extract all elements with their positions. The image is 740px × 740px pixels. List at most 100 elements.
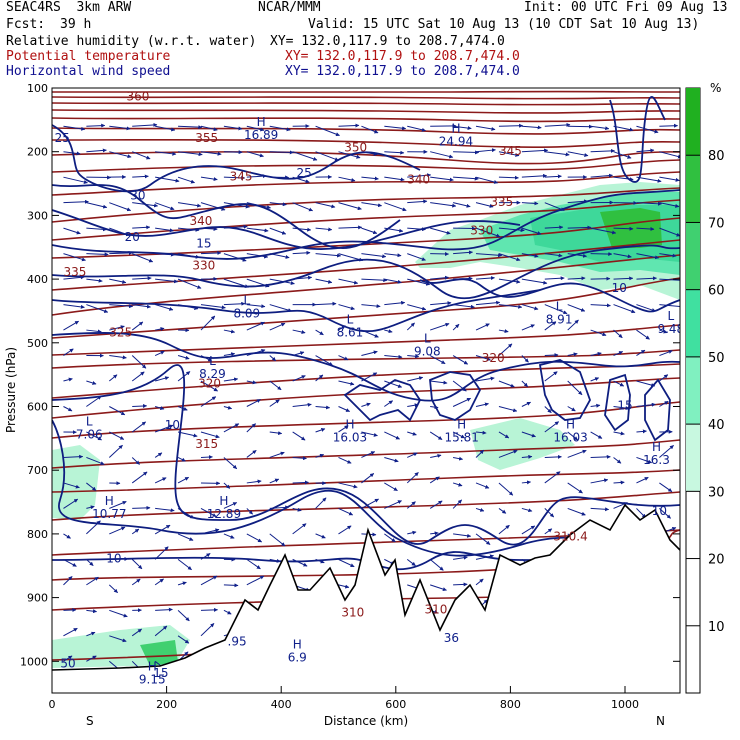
wind-arrow bbox=[86, 631, 96, 637]
colorbar-band bbox=[686, 88, 700, 156]
wind-arrow bbox=[567, 319, 579, 331]
wind-arrow bbox=[200, 380, 218, 392]
theta-label: 335 bbox=[63, 265, 86, 279]
wind-arrow bbox=[521, 201, 539, 206]
wind-arrow bbox=[590, 377, 600, 382]
wind-arrow bbox=[590, 125, 610, 131]
wind-arrow bbox=[613, 406, 630, 411]
wind-arrow bbox=[178, 125, 203, 130]
wind-arrow bbox=[475, 533, 491, 545]
wind-arrow bbox=[475, 227, 501, 238]
valid-time: Valid: 15 UTC Sat 10 Aug 13 (10 CDT Sat … bbox=[308, 17, 700, 32]
wind-arrow bbox=[498, 343, 513, 356]
y-axis-label: Pressure (hPa) bbox=[4, 347, 18, 433]
wind-arrow bbox=[613, 329, 623, 339]
wind-arrow bbox=[498, 449, 518, 458]
wind-arrow bbox=[63, 655, 73, 662]
wind-arrow bbox=[407, 354, 420, 359]
south-label: S bbox=[86, 714, 94, 728]
north-label: N bbox=[656, 714, 665, 728]
wind-arrow bbox=[544, 406, 552, 414]
wind-arrow bbox=[223, 253, 247, 262]
wind-arrow bbox=[475, 578, 484, 586]
wind-arrow bbox=[636, 349, 646, 356]
wind-arrow bbox=[86, 505, 95, 510]
wind-arrow bbox=[636, 276, 657, 281]
wind-arrow bbox=[521, 125, 542, 130]
wind-arrow bbox=[246, 349, 266, 357]
x-tick-label: 1000 bbox=[611, 698, 639, 711]
wind-arrow bbox=[361, 227, 378, 235]
field-wind-label: Horizontal wind speed bbox=[6, 64, 171, 79]
wind-arrow bbox=[177, 609, 190, 622]
extremum-marker: L bbox=[209, 354, 216, 368]
wind-arrow bbox=[155, 507, 175, 513]
wind-arrow bbox=[544, 202, 565, 212]
wind-arrow bbox=[453, 456, 464, 461]
wind-label: .95 bbox=[228, 634, 247, 648]
wind-arrow bbox=[177, 355, 190, 360]
wind-arrow bbox=[246, 533, 263, 543]
wind-arrow bbox=[246, 399, 261, 407]
wind-arrow bbox=[315, 151, 339, 162]
wind-arrow bbox=[613, 125, 634, 132]
wind-arrow bbox=[223, 301, 246, 306]
wind-arrow bbox=[269, 380, 282, 391]
wind-arrow bbox=[292, 176, 310, 184]
wind-arrow bbox=[613, 380, 625, 387]
colorbar: % 10 20 30 40 50 60 70 80 bbox=[685, 81, 725, 694]
wind-arrow bbox=[86, 329, 102, 334]
wind-arrow bbox=[475, 176, 499, 184]
wind-arrow bbox=[407, 530, 417, 535]
wind-arrow bbox=[223, 457, 238, 470]
wind-arrow bbox=[384, 253, 402, 258]
wind-arrow bbox=[200, 575, 218, 586]
wind-arrow bbox=[63, 348, 74, 356]
wind-arrow bbox=[86, 609, 97, 614]
wind-arrow bbox=[590, 227, 617, 235]
wind-arrow bbox=[338, 457, 352, 464]
wind-arrow bbox=[223, 278, 249, 289]
wind-arrow bbox=[475, 507, 485, 512]
wind-arrow bbox=[521, 227, 542, 235]
wind-arrow bbox=[475, 402, 489, 407]
extremum-value: 8.91 bbox=[546, 313, 573, 327]
wind-arrow bbox=[384, 400, 393, 407]
wind-arrow bbox=[200, 528, 220, 535]
wind-label: 25 bbox=[296, 166, 311, 180]
wind-arrow bbox=[315, 355, 334, 366]
wind-arrow bbox=[315, 453, 324, 458]
wind-arrow bbox=[453, 533, 472, 538]
wind-arrow bbox=[223, 175, 246, 180]
wind-arrow bbox=[131, 457, 140, 465]
wind-arrow bbox=[407, 253, 426, 261]
wind-arrow bbox=[269, 278, 295, 286]
wind-arrow bbox=[429, 355, 446, 365]
wind-arrow bbox=[315, 253, 342, 258]
wind-arrow bbox=[430, 584, 447, 592]
wind-arrow bbox=[338, 380, 355, 386]
wind-arrow bbox=[155, 376, 170, 382]
wind-arrow bbox=[246, 449, 257, 458]
wind-arrow bbox=[63, 227, 81, 235]
wind-arrow bbox=[521, 355, 529, 363]
wind-arrow bbox=[315, 533, 326, 539]
wind-arrow bbox=[475, 449, 485, 458]
wind-arrow bbox=[498, 123, 524, 128]
extremum-marker: L bbox=[243, 293, 250, 307]
wind-arrow bbox=[590, 507, 610, 512]
wind-arrow bbox=[521, 525, 536, 535]
wind-arrow bbox=[338, 151, 361, 159]
wind-arrow bbox=[86, 395, 102, 407]
wind-arrow bbox=[223, 583, 239, 588]
wind-arrow bbox=[292, 227, 312, 232]
wind-arrow bbox=[430, 227, 451, 235]
wind-arrow bbox=[521, 480, 532, 485]
theta-label: 310.4 bbox=[553, 529, 587, 543]
extremum-marker: H bbox=[293, 637, 302, 651]
wind-label: 15 bbox=[153, 666, 168, 680]
wind-arrow bbox=[223, 150, 243, 155]
wind-arrow bbox=[544, 304, 568, 315]
wind-arrow bbox=[155, 252, 175, 257]
wind-arrow bbox=[292, 507, 302, 512]
